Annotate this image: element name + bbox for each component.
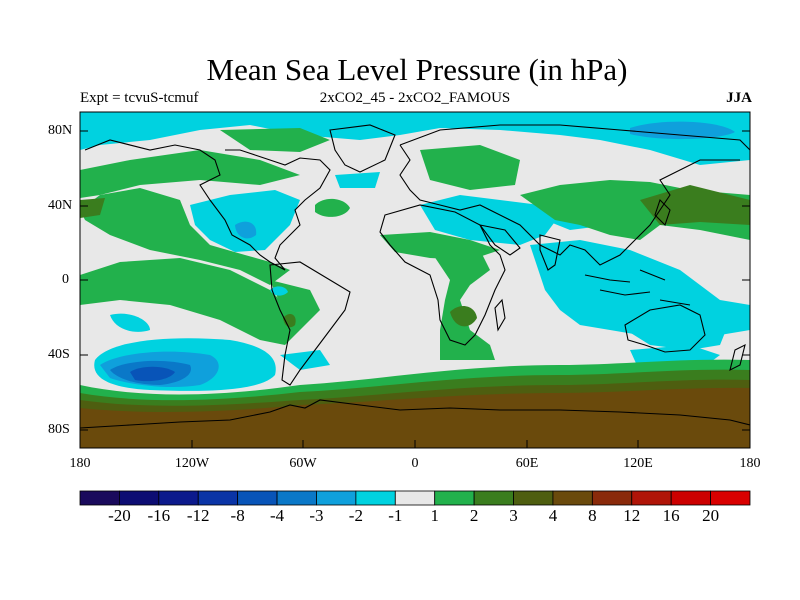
- contour-eq-pac-cyan: [110, 313, 150, 332]
- colorbar-label: -20: [108, 506, 131, 525]
- chart-title: Mean Sea Level Pressure (in hPa): [206, 52, 628, 87]
- colorbar-swatch: [197, 490, 239, 506]
- contour-south-pac-core: [130, 366, 175, 382]
- coast-madagascar: [494, 298, 506, 332]
- colorbar-swatch: [158, 490, 199, 506]
- colorbar-label: 16: [662, 506, 680, 525]
- colorbar-swatch: [631, 490, 672, 506]
- contour-africa-green-top: [380, 232, 500, 260]
- contour-npac-olive: [80, 198, 105, 218]
- coast-indonesia: [584, 269, 691, 306]
- coast-arabia: [478, 224, 521, 256]
- lon-label-60e: 60E: [515, 456, 539, 471]
- coast-new-zealand: [729, 343, 746, 372]
- contour-tropical-green: [80, 258, 300, 345]
- lon-label-120w: 120W: [174, 456, 210, 471]
- contour-africa-olive: [450, 306, 477, 327]
- contour-nam-green: [80, 188, 290, 285]
- colorbar-label: 8: [588, 506, 597, 525]
- lat-label-80n: 80N: [48, 123, 73, 138]
- colorbar-label: 3: [509, 506, 518, 525]
- colorbar-swatch: [316, 490, 357, 506]
- colorbar-label: -12: [186, 506, 210, 525]
- coast-antarctica: [80, 399, 750, 429]
- contour-green-arctic-canada: [220, 128, 330, 152]
- lon-label-180e: 180: [739, 456, 761, 471]
- contour-s-am-olive: [283, 314, 296, 328]
- colorbar-swatch: [710, 490, 751, 506]
- lat-label-80s: 80S: [48, 422, 70, 437]
- colorbar-label: 2: [469, 506, 479, 525]
- colorbar-label: 20: [702, 506, 720, 525]
- colorbar-swatch: [473, 490, 514, 506]
- colorbar-swatch: [394, 490, 436, 506]
- lon-label-0: 0: [411, 456, 419, 471]
- colorbar-swatch: [670, 490, 711, 506]
- contour-tiny-cyan: [270, 286, 288, 296]
- contour-natl-green: [420, 145, 520, 190]
- contour-green-small: [315, 198, 350, 217]
- contour-eurasia-cyan: [420, 195, 560, 245]
- colorbar-swatch: [513, 490, 554, 506]
- colorbar-label: -8: [230, 506, 245, 525]
- comparison-label: 2xCO2_45 - 2xCO2_FAMOUS: [319, 90, 511, 106]
- colorbar-label: -1: [388, 506, 403, 525]
- colorbar-swatch: [79, 490, 120, 506]
- colorbar-label: 4: [548, 506, 558, 525]
- experiment-label: Expt = tcvuS-tcmuf: [80, 90, 199, 106]
- contour-southern-brown: [80, 387, 750, 448]
- contour-scyan-mid: [280, 350, 330, 370]
- colorbar-swatch: [237, 490, 278, 506]
- coast-japan: [654, 198, 671, 227]
- contour-nam-cyan: [190, 190, 300, 252]
- coast-greenland: [329, 124, 396, 173]
- contour-cyan-center: [335, 172, 380, 188]
- lat-label-40n: 40N: [48, 198, 73, 213]
- lon-label-120e: 120E: [623, 456, 653, 471]
- lon-label-60w: 60W: [289, 456, 317, 471]
- lat-label-40s: 40S: [48, 347, 70, 362]
- colorbar-label: -2: [348, 506, 363, 525]
- colorbar-label: -3: [309, 506, 324, 525]
- colorbar-label: 1: [430, 506, 439, 525]
- coast-south-america: [269, 261, 351, 386]
- colorbar-swatch: [434, 490, 475, 506]
- axis-ticks: [79, 130, 751, 448]
- contour-arctic-blue: [630, 121, 735, 140]
- coast-eurasia: [399, 124, 750, 266]
- lat-label-0: 0: [62, 272, 69, 287]
- colorbar-label: -4: [269, 506, 285, 525]
- colorbar-swatch: [591, 490, 633, 506]
- lon-label-180w: 180: [69, 456, 91, 471]
- contour-fills: [80, 112, 750, 448]
- contour-npac-green: [80, 150, 300, 198]
- contour-nam-blue: [235, 221, 257, 239]
- colorbar-label: 12: [623, 506, 641, 525]
- colorbar-swatch: [276, 490, 317, 506]
- coast-australia: [624, 304, 706, 353]
- contour-arctic-cyan: [80, 112, 750, 165]
- colorbar: [79, 490, 751, 506]
- colorbar-swatch: [355, 490, 396, 506]
- season-label: JJA: [726, 90, 752, 106]
- colorbar-swatch: [552, 490, 593, 506]
- coastlines: [80, 124, 750, 429]
- colorbar-swatch: [119, 490, 160, 506]
- coast-india: [539, 234, 561, 271]
- contour-east-asia-olive: [640, 185, 750, 225]
- colorbar-label: -16: [147, 506, 171, 525]
